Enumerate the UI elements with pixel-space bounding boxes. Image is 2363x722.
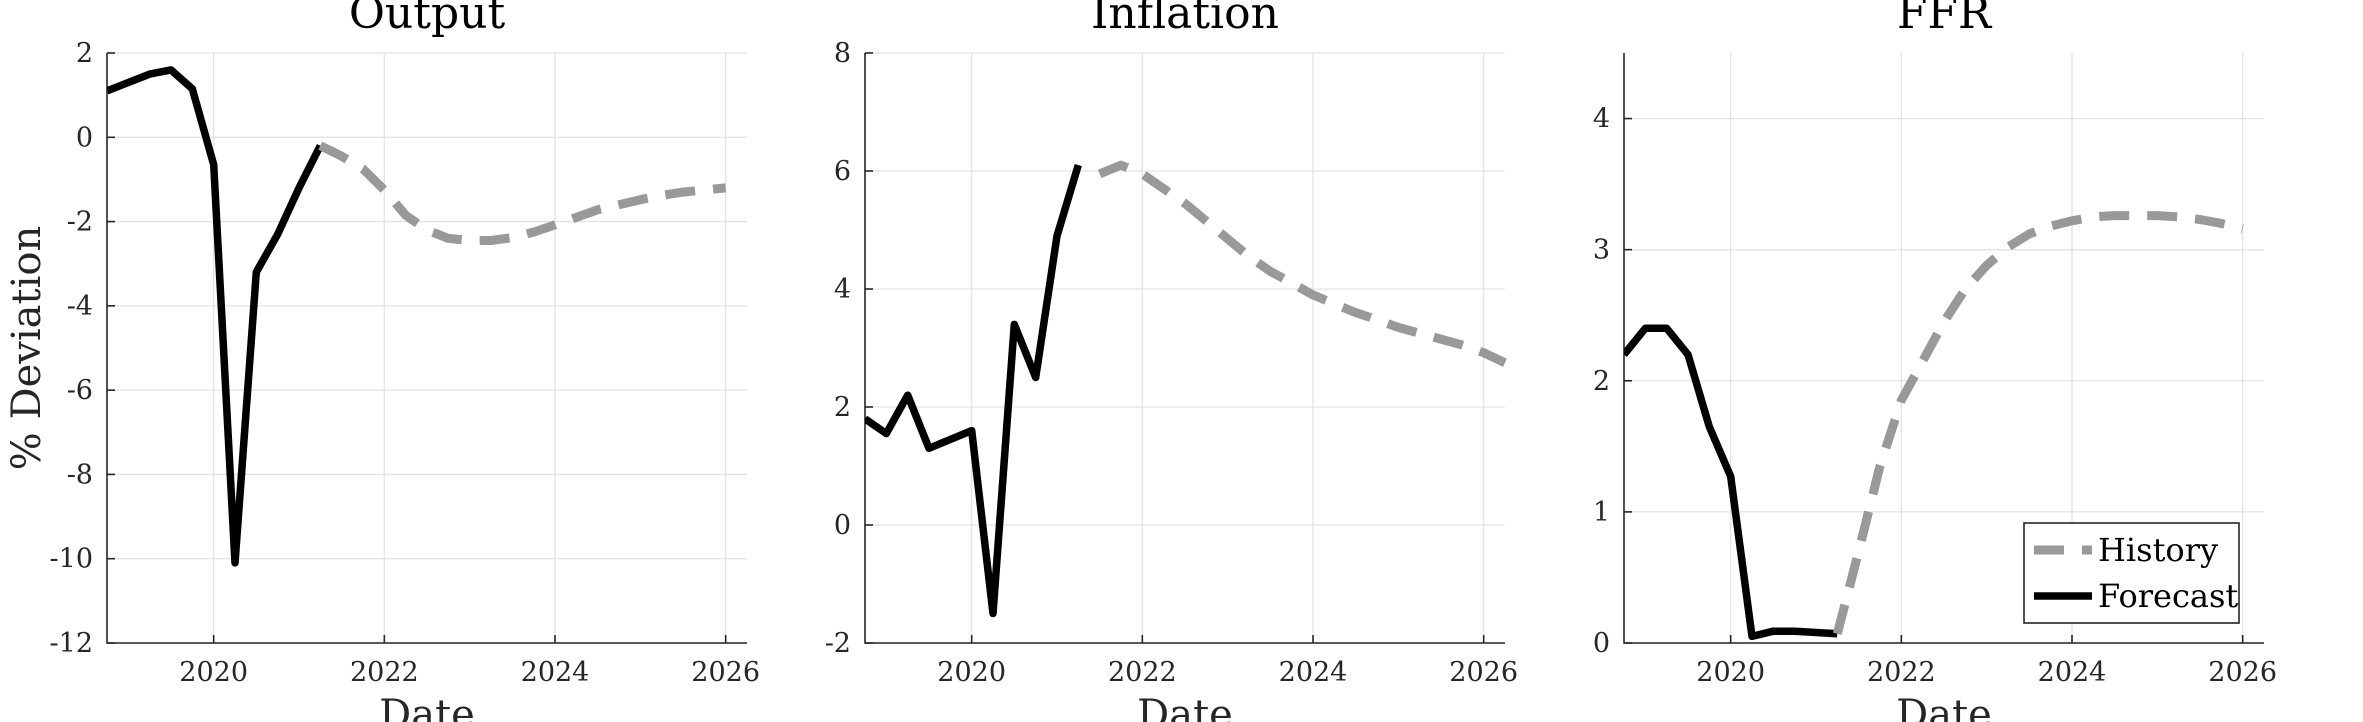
x-tick-label: 2022 [1108,657,1177,688]
y-tick-label: 2 [1593,366,1610,397]
y-tick-label: -12 [50,628,93,659]
x-tick-label: 2022 [1867,657,1936,688]
panel-2: 2020 2022 2024 2026 -2 0 2 4 6 8 Inflation Date [825,0,1518,722]
legend-box [2023,522,2240,624]
y-tick-label: 0 [1593,628,1610,659]
series-line-history [1097,160,1507,367]
y-tick-label: 3 [1593,235,1610,266]
series-line-forecast [865,164,1082,618]
y-tick-label: 0 [76,122,93,153]
y-tick-label: -2 [67,207,93,238]
y-tick-label: -2 [825,628,851,659]
axes [864,53,1505,644]
x-axis-label: Date [1137,692,1233,722]
series-line-forecast [1624,324,1838,641]
x-tick-label: 2026 [2208,657,2277,688]
y-tick-label: -4 [67,291,93,322]
gridlines [107,52,747,644]
y-tick-label: 8 [834,38,851,69]
gridlines [865,52,1505,644]
axes [106,53,747,644]
y-tick-label: -8 [67,459,93,490]
x-axis-label: Date [1896,692,1992,722]
y-tick-label: 0 [834,510,851,541]
panel-title: FFR [1897,0,1993,39]
x-tick-label: 2024 [521,657,590,688]
x-tick-label: 2020 [1696,657,1765,688]
series-line-history [318,141,727,245]
y-tick-label: 4 [834,274,851,305]
x-tick-label: 2020 [937,657,1006,688]
panel-3: 2020 2022 2024 2026 0 1 2 3 4 FFR Date [1593,0,2277,722]
series-line-history [1832,211,2244,635]
panel-1: 2020 2022 2024 2026 -12 -10 -8 -6 -4 -2 0 2 Output Da… [50,0,761,722]
x-tick-label: 2022 [350,657,419,688]
x-tick-label: 2024 [1279,657,1348,688]
panels: 2020 2022 2024 2026-12-10-8-6-4-202OutputDa… [50,0,2278,722]
y-tick-label: 2 [76,38,93,69]
panel-title: Output [349,0,506,39]
panel-title: Inflation [1091,0,1279,39]
y-axis-label: % Deviation [4,226,50,470]
x-tick-label: 2026 [691,657,760,688]
x-tick-label: 2026 [1449,657,1518,688]
legend-label-history: History [2098,531,2218,569]
x-axis-label: Date [379,692,475,722]
y-tick-label: 2 [834,392,851,423]
x-tick-label: 2024 [2038,657,2107,688]
legend-label-forecast: Forecast [2098,577,2238,615]
y-tick-label: -10 [50,544,93,575]
legend: History Forecast [2023,522,2240,624]
series-line-forecast [107,66,324,567]
y-tick-label: -6 [67,375,93,406]
y-tick-label: 6 [834,156,851,187]
y-tick-label: 1 [1593,497,1610,528]
x-tick-label: 2020 [179,657,248,688]
y-tick-label: 4 [1593,104,1610,135]
